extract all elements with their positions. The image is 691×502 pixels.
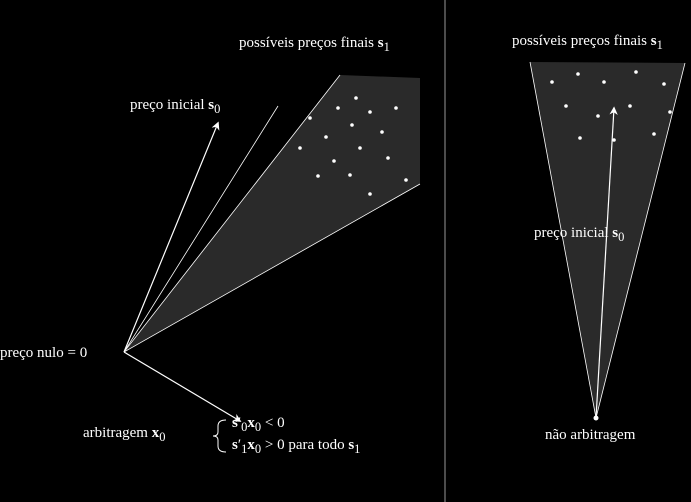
- dot-right: [668, 110, 672, 114]
- dot-left: [316, 174, 320, 178]
- dot-right: [652, 132, 656, 136]
- dot-right: [578, 136, 582, 140]
- cone-label-left: possíveis preços finais s1: [239, 35, 390, 55]
- brace-icon: [213, 420, 226, 452]
- dot-left: [336, 106, 340, 110]
- dot-right: [628, 104, 632, 108]
- dot-left: [368, 110, 372, 114]
- cond2-label: s′1x0 > 0 para todo s1: [232, 437, 360, 457]
- dot-left: [404, 178, 408, 182]
- x0-label: arbitragem x0: [83, 425, 165, 445]
- dot-left: [332, 159, 336, 163]
- dot-right: [662, 82, 666, 86]
- x0-arrow: [124, 352, 240, 421]
- dot-left: [348, 173, 352, 177]
- dot-right: [634, 70, 638, 74]
- dot-left: [350, 123, 354, 127]
- dot-right: [602, 80, 606, 84]
- s0-label-left: preço inicial s0: [130, 97, 220, 117]
- dot-left: [380, 130, 384, 134]
- s0-label-right: preço inicial s0: [534, 225, 624, 245]
- dot-left: [354, 96, 358, 100]
- dot-right: [576, 72, 580, 76]
- dot-left: [324, 135, 328, 139]
- dot-right: [550, 80, 554, 84]
- dot-left: [386, 156, 390, 160]
- dot-left: [298, 146, 302, 150]
- dot-left: [394, 106, 398, 110]
- dot-right: [596, 114, 600, 118]
- origin-dot-right: [594, 416, 599, 421]
- cond1-label: s′0x0 < 0: [232, 415, 285, 435]
- dot-right: [564, 104, 568, 108]
- dot-left: [358, 146, 362, 150]
- dot-left: [308, 116, 312, 120]
- origin-label-left: preço nulo = 0: [0, 345, 87, 362]
- bottom-label-right: não arbitragem: [545, 427, 635, 444]
- dot-left: [368, 192, 372, 196]
- cone-label-right: possíveis preços finais s1: [512, 33, 663, 53]
